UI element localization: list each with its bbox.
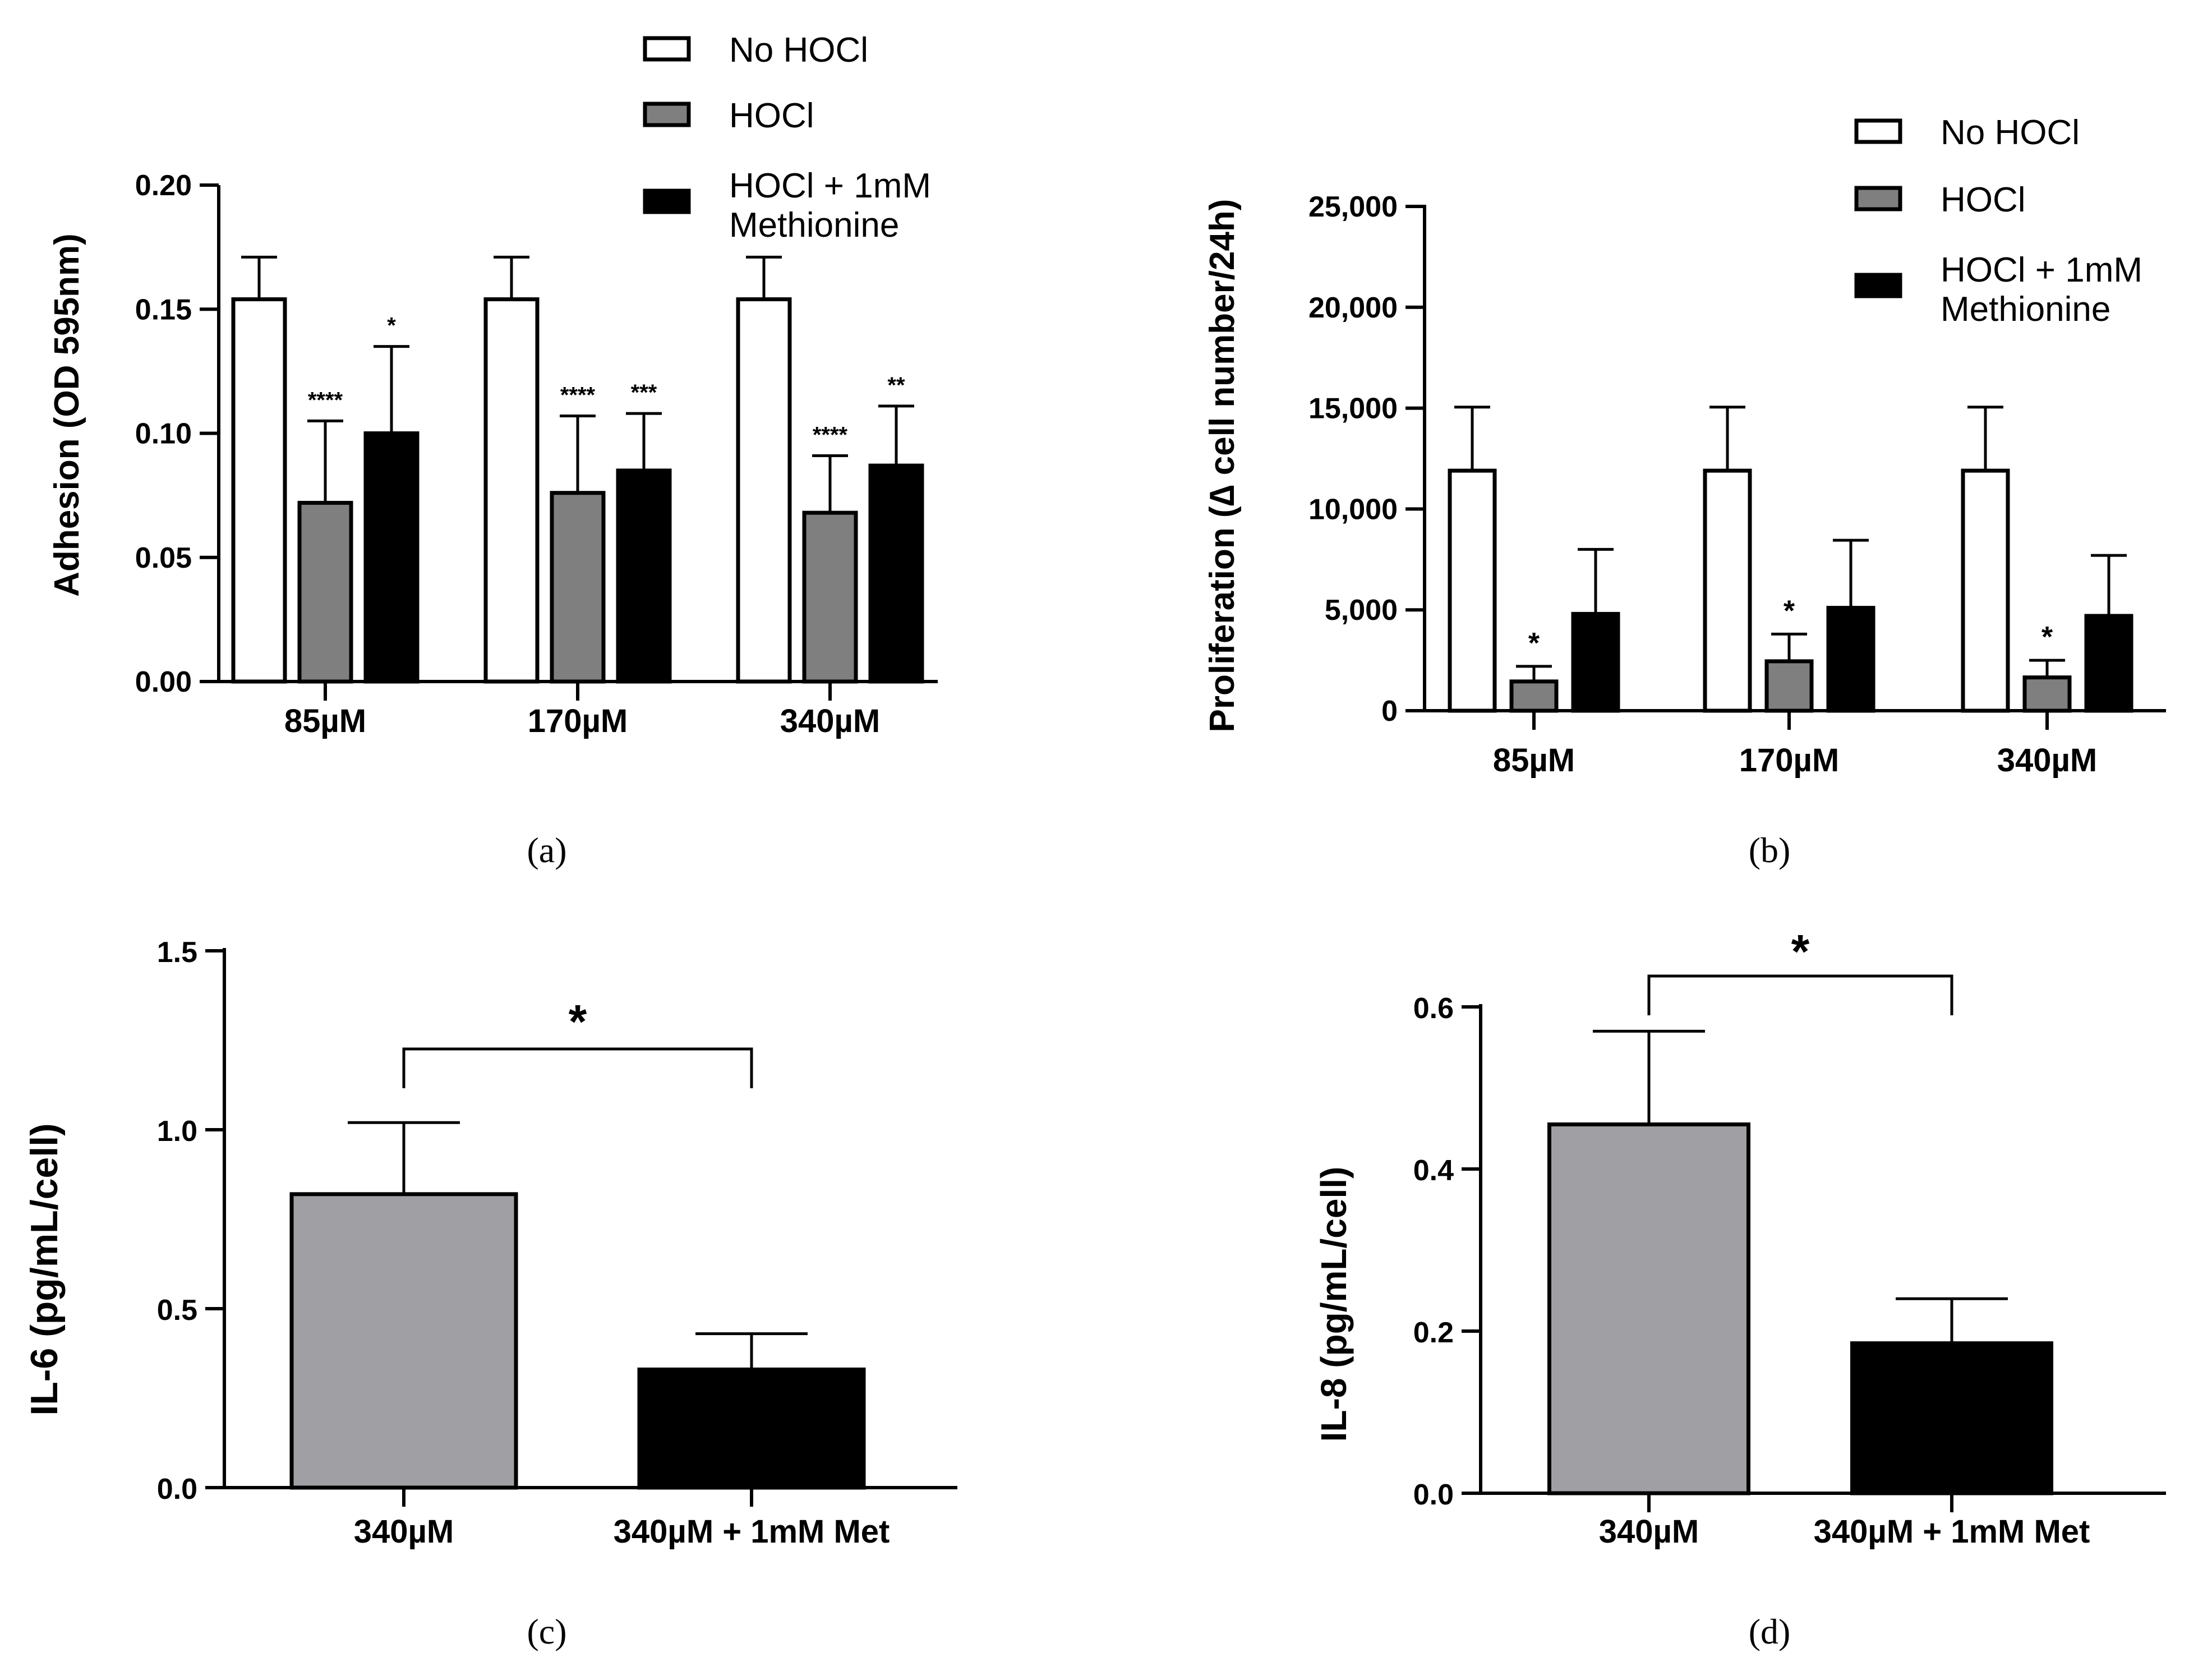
panel-b-bar <box>1826 606 1875 713</box>
panel-a-ytick-label: 0.10 <box>135 418 192 450</box>
panel-b-legend-label: Methionine <box>1941 290 2110 329</box>
panel-c-category-label: 340µM + 1mM Met <box>614 1513 890 1550</box>
panel-a-bar <box>483 297 540 684</box>
panel-c-ytick-label: 1.0 <box>157 1115 197 1148</box>
panel-a-legend-label: No HOCl <box>729 31 868 70</box>
panel-b-legend-swatch <box>1854 186 1902 211</box>
panel-b-significance-marker: * <box>1784 595 1795 627</box>
panel-b-bar <box>1571 611 1620 713</box>
panel-a-bar <box>736 297 792 684</box>
panel-b-legend-label: HOCl + 1mM <box>1941 251 2142 289</box>
panel-b-bar <box>1448 468 1497 713</box>
panel-d-category-label: 340µM + 1mM Met <box>1814 1513 2090 1550</box>
panel-a-legend-label: Methionine <box>729 206 899 245</box>
panel-c-category-label: 340µM <box>354 1513 454 1550</box>
panel-b-bar <box>2084 614 2133 713</box>
panel-a-legend-swatch <box>643 36 691 62</box>
panel-d-significance-marker: * <box>1791 925 1810 978</box>
panel-b-significance-marker: * <box>2042 621 2053 653</box>
panel-c-ytick-label: 0.5 <box>157 1294 197 1327</box>
panel-b-bar <box>2022 675 2072 713</box>
panel-a-ytick-label: 0.05 <box>135 542 192 574</box>
panel-a-category-label: 340µM <box>780 703 881 739</box>
panel-c-bar <box>289 1192 518 1490</box>
panel-d-label: (d) <box>1749 1612 1791 1651</box>
panel-b-significance-marker: * <box>1528 627 1540 660</box>
panel-a-category-label: 170µM <box>528 703 628 739</box>
panel-a-significance-marker: *** <box>631 380 657 405</box>
panel-c-significance-marker: * <box>569 995 587 1048</box>
panel-b-legend-label: No HOCl <box>1941 113 2080 152</box>
panel-a-legend-swatch <box>643 102 691 127</box>
panel-d-ytick-label: 0.0 <box>1413 1479 1454 1511</box>
panel-b-ytick-label: 25,000 <box>1308 191 1398 223</box>
panel-a-ytick-label: 0.20 <box>135 169 192 202</box>
panel-a-bar <box>231 297 287 684</box>
panel-c-label: (c) <box>527 1612 566 1651</box>
panel-b-label: (b) <box>1749 830 1791 870</box>
panel-a-bar <box>616 468 672 684</box>
panel-a-category-label: 85µM <box>284 703 366 739</box>
panel-b-ytick-label: 10,000 <box>1308 493 1398 526</box>
panel-a-label: (a) <box>527 830 566 870</box>
panel-d-category-label: 340µM <box>1599 1513 1699 1550</box>
panel-a-significance-marker: **** <box>813 422 848 447</box>
panel-a-significance-marker: ** <box>887 373 905 398</box>
panel-a-bar <box>363 431 420 684</box>
panel-c-significance-bracket <box>402 1047 753 1088</box>
panel-a-bar <box>550 491 606 684</box>
panel-b-bar <box>1703 468 1752 713</box>
panel-b-legend-swatch <box>1854 118 1902 144</box>
panel-b-bar <box>1961 468 2010 713</box>
panel-a-legend-label: HOCl + 1mM <box>729 167 931 205</box>
panel-b-legend-swatch <box>1854 273 1902 298</box>
panel-d-ytick-label: 0.6 <box>1413 992 1454 1025</box>
panel-a-significance-marker: **** <box>560 383 596 408</box>
panel-a-ylabel: Adhesion (OD 595nm) <box>48 233 86 597</box>
panel-c-bar <box>637 1367 866 1490</box>
panel-b-category-label: 85µM <box>1493 742 1575 779</box>
panel-a-chart: Adhesion (OD 595nm) 0.00 0.05 0.10 0.15 0.20… <box>48 31 938 870</box>
panel-a-legend-label: HOCl <box>729 96 814 135</box>
panel-b-ytick-label: 0 <box>1381 695 1398 728</box>
panel-b-legend-label: HOCl <box>1941 181 2026 219</box>
panel-d-bar <box>1547 1122 1750 1495</box>
panel-a-bar <box>868 463 924 684</box>
panel-a-bar <box>297 500 353 684</box>
panel-a-legend-swatch <box>643 188 691 214</box>
panel-d-significance-bracket <box>1647 974 1953 1015</box>
panel-b-ytick-label: 20,000 <box>1308 292 1398 324</box>
panel-b-bar <box>1509 679 1559 713</box>
panel-c-ylabel: IL-6 (pg/mL/cell) <box>23 1123 66 1415</box>
panel-d-ytick-label: 0.4 <box>1413 1154 1454 1187</box>
panel-b-ytick-label: 5,000 <box>1325 594 1398 627</box>
panel-d-ylabel: IL-8 (pg/mL/cell) <box>1314 1167 1354 1442</box>
panel-b-bar <box>1764 659 1814 713</box>
panel-b-chart: Proliferation (∆ cell number/24h) 0 5,000… <box>1203 113 2166 870</box>
panel-a-ytick-label: 0.15 <box>135 293 192 326</box>
panel-b-ylabel: Proliferation (∆ cell number/24h) <box>1203 199 1242 733</box>
panel-b-ytick-label: 15,000 <box>1308 393 1398 425</box>
panel-a-ytick-label: 0.00 <box>135 666 192 698</box>
panel-b-category-label: 340µM <box>1997 742 2098 779</box>
panel-c-ytick-label: 0.0 <box>157 1473 197 1506</box>
panel-c-ytick-label: 1.5 <box>157 936 197 969</box>
panel-c-chart: IL-6 (pg/mL/cell) 0.0 0.5 1.0 1.5 340µM 340µ… <box>23 936 957 1651</box>
panel-d-bar <box>1850 1341 2053 1495</box>
panel-b-category-label: 170µM <box>1739 742 1840 779</box>
panel-d-chart: IL-8 (pg/mL/cell) 0.0 0.2 0.4 0.6 340µM 340µ… <box>1314 925 2166 1651</box>
panel-a-significance-marker: **** <box>308 388 343 412</box>
panel-d-ytick-label: 0.2 <box>1413 1317 1454 1349</box>
panel-a-significance-marker: * <box>387 314 396 338</box>
panel-a-bar <box>802 510 858 684</box>
